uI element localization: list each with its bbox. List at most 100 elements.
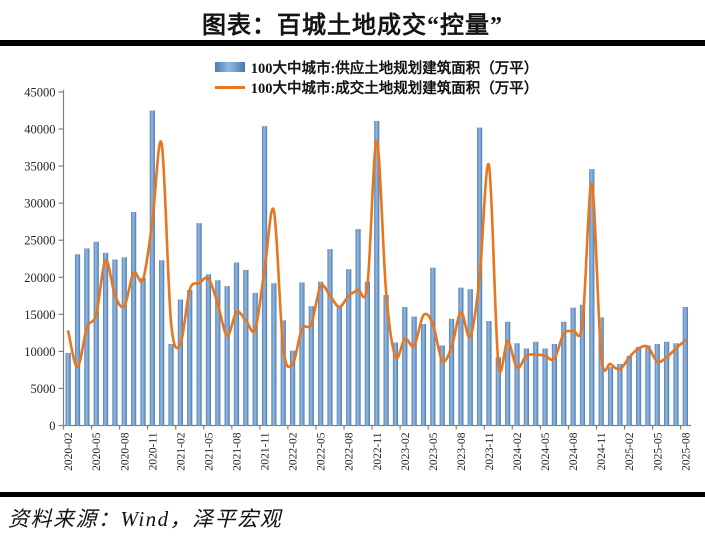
bar-2023-12: [495, 357, 501, 426]
bar-2022-01: [280, 320, 286, 426]
bar-2021-09: [243, 269, 249, 426]
bar-2022-08: [346, 269, 352, 426]
bar-2022-05: [318, 281, 324, 426]
bar-2021-01: [168, 343, 174, 426]
x-tick-label: 2024-02: [512, 432, 524, 471]
bar-2020-08: [121, 257, 127, 426]
y-tick-label: 45000: [24, 86, 55, 100]
bar-2024-03: [523, 348, 529, 426]
y-tick-label: 25000: [24, 234, 55, 248]
bar-2020-07: [112, 259, 118, 426]
line-swatch-icon: [214, 85, 245, 89]
bar-2021-10: [252, 292, 258, 426]
bar-2024-05: [542, 348, 548, 426]
x-tick-label: 2020-08: [119, 432, 131, 471]
bar-2022-10: [364, 281, 370, 426]
bar-2023-04: [420, 323, 427, 426]
bar-2020-09: [131, 212, 137, 426]
x-tick-label: 2022-11: [372, 432, 384, 470]
bar-2023-03: [411, 316, 417, 426]
bar-2021-12: [271, 283, 277, 426]
bar-2025-04: [645, 345, 651, 426]
top-divider: [0, 40, 705, 46]
bar-2025-02: [626, 355, 632, 426]
x-tick-label: 2023-02: [400, 432, 412, 471]
legend: 100大中城市:供应土地规划建筑面积（万平） 100大中城市:成交土地规划建筑面…: [63, 58, 690, 97]
bar-2024-12: [607, 366, 614, 426]
bottom-divider: [0, 492, 705, 497]
bar-2024-08: [570, 307, 576, 426]
x-tick-label: 2021-11: [260, 432, 272, 470]
bar-2023-02: [402, 306, 408, 426]
bar-2020-12: [159, 260, 165, 426]
bar-2023-08: [458, 287, 464, 426]
x-tick-label: 2020-02: [63, 432, 75, 471]
bar-2023-11: [486, 321, 492, 426]
y-tick-label: 40000: [24, 123, 55, 137]
bar-2023-06: [439, 345, 445, 426]
bar-2023-05: [430, 267, 436, 426]
source-note: 资料来源：Wind，泽平宏观: [8, 507, 283, 531]
bar-2021-02: [177, 299, 183, 426]
x-tick-label: 2021-08: [231, 432, 243, 471]
bar-2022-07: [336, 306, 342, 426]
x-tick-label: 2023-11: [484, 432, 496, 470]
bar-2022-03: [299, 282, 305, 426]
y-tick-label: 0: [49, 419, 55, 433]
bar-2024-09: [579, 304, 586, 426]
y-tick-label: 30000: [24, 197, 55, 211]
bar-2021-03: [187, 289, 193, 426]
x-tick-label: 2022-08: [344, 432, 356, 471]
bar-2025-01: [617, 363, 623, 426]
bar-2025-03: [635, 346, 642, 426]
bar-2022-04: [308, 306, 314, 426]
x-tick-label: 2020-05: [91, 432, 103, 471]
y-tick-label: 20000: [24, 271, 55, 285]
x-tick-label: 2021-02: [175, 432, 187, 471]
legend-item-supply: 100大中城市:供应土地规划建筑面积（万平）: [214, 58, 538, 77]
bar-2025-07: [673, 343, 679, 426]
x-tick-label: 2025-05: [652, 432, 664, 471]
bar-2024-06: [551, 343, 558, 426]
axis-labels: 0 5000 10000 15000 20000 25000 30000 35000 40000…: [24, 86, 692, 471]
bar-2023-01: [392, 342, 399, 426]
x-tick-label: 2022-02: [288, 432, 300, 471]
bar-2021-06: [215, 280, 221, 426]
x-tick-label: 2024-11: [596, 432, 608, 470]
x-tick-label: 2024-08: [568, 432, 580, 471]
legend-item-transaction: 100大中城市:成交土地规划建筑面积（万平）: [214, 78, 539, 97]
bar-2024-11: [598, 317, 604, 426]
bar-2025-05: [654, 343, 660, 426]
bar-2025-08: [682, 306, 688, 426]
bar-2024-10: [589, 169, 595, 426]
bar-2021-08: [233, 262, 240, 426]
bar-2023-07: [448, 318, 455, 426]
bar-2021-05: [205, 274, 212, 426]
bar-2020-02: [65, 352, 71, 426]
x-tick-label: 2023-08: [456, 432, 468, 471]
bar-2022-12: [383, 295, 389, 426]
bar-2022-02: [289, 350, 296, 426]
bar-2024-04: [533, 341, 539, 426]
bar-2020-10: [140, 278, 146, 426]
bar-2024-07: [561, 321, 567, 426]
bar-2020-03: [74, 254, 81, 426]
y-tick-label: 5000: [31, 382, 56, 396]
x-tick-label: 2025-08: [680, 432, 692, 471]
legend-label-transaction: 100大中城市:成交土地规划建筑面积（万平）: [250, 80, 539, 97]
x-tick-label: 2020-11: [147, 432, 159, 470]
bar-2021-04: [196, 223, 202, 426]
x-tick-label: 2023-05: [428, 432, 440, 471]
bar-swatch-icon: [214, 62, 245, 72]
bar-2024-02: [514, 343, 520, 426]
y-tick-label: 35000: [24, 160, 55, 174]
bar-2024-01: [505, 321, 511, 426]
y-tick-label: 15000: [24, 308, 55, 322]
bar-2021-07: [224, 286, 230, 426]
transaction-line-path: [66, 139, 687, 373]
bar-2022-09: [355, 229, 361, 426]
bar-2020-05: [93, 241, 99, 426]
bar-2020-11: [149, 110, 155, 426]
